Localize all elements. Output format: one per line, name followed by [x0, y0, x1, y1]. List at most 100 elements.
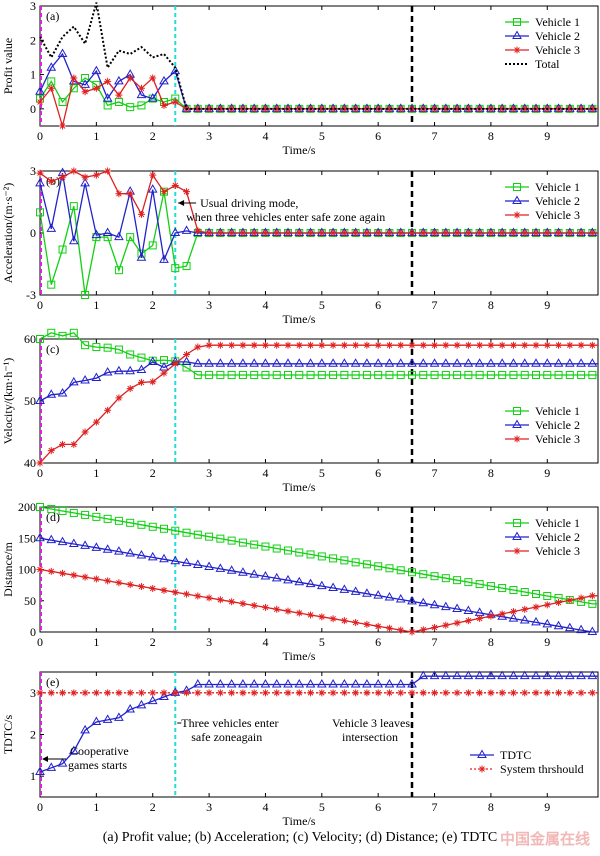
data-point	[126, 233, 135, 242]
data-point	[181, 557, 192, 567]
x-tick-label: 8	[488, 635, 494, 649]
data-point	[249, 678, 260, 688]
data-point	[486, 358, 496, 367]
data-point	[57, 48, 68, 57]
data-point	[261, 229, 269, 237]
data-point	[442, 105, 450, 113]
data-point	[69, 84, 78, 93]
data-point	[498, 689, 506, 697]
y-tick-label: 150	[18, 531, 36, 545]
data-point	[70, 689, 78, 697]
data-point	[543, 591, 552, 600]
data-point	[249, 569, 260, 578]
data-point	[104, 77, 112, 85]
data-point	[374, 370, 383, 379]
y-axis-label: Distance/m	[1, 542, 15, 597]
data-point	[69, 202, 78, 211]
data-point	[441, 370, 450, 379]
data-point	[194, 227, 202, 235]
data-point	[452, 358, 462, 367]
data-point	[498, 610, 506, 618]
data-point	[307, 341, 315, 349]
data-point	[374, 562, 383, 571]
x-tick-label: 3	[206, 635, 212, 649]
data-point	[192, 227, 203, 236]
data-point	[497, 670, 508, 680]
data-point	[442, 689, 450, 697]
legend-marker	[513, 547, 521, 555]
legend-label: Vehicle 1	[535, 180, 580, 194]
x-tick-label: 7	[432, 800, 438, 814]
data-point	[407, 678, 417, 688]
data-point	[170, 65, 181, 75]
data-point	[464, 341, 472, 349]
x-tick-label: 2	[150, 129, 156, 143]
legend-label: Vehicle 3	[535, 544, 580, 558]
data-point	[36, 169, 44, 177]
y-axis-label: Profit value	[1, 38, 15, 94]
data-point	[102, 714, 113, 723]
data-point	[194, 343, 202, 351]
data-point	[318, 341, 326, 349]
data-point	[453, 619, 461, 627]
data-point	[464, 370, 473, 379]
data-point	[91, 372, 102, 382]
series-line	[39, 344, 598, 464]
data-point	[136, 252, 147, 261]
data-point	[70, 74, 78, 82]
data-point	[183, 590, 191, 598]
data-point	[566, 596, 574, 604]
y-tick-label: 100	[18, 563, 36, 577]
data-point	[35, 532, 45, 542]
x-tick-label: 1	[93, 466, 99, 480]
data-point	[542, 358, 553, 367]
plot-frame	[39, 671, 599, 798]
data-point	[362, 358, 372, 367]
data-point	[441, 574, 450, 583]
data-point	[531, 670, 541, 680]
data-point	[419, 341, 427, 349]
annotation-text: Cooperative	[70, 744, 129, 758]
data-point	[487, 341, 495, 349]
figure-caption: (a) Profit value; (b) Acceleration; (c) …	[102, 830, 498, 845]
data-point	[182, 262, 191, 271]
data-point	[418, 670, 429, 680]
data-point	[171, 264, 180, 273]
y-tick-label: 60	[24, 332, 36, 346]
x-tick-label: 0	[37, 800, 43, 814]
data-point	[316, 678, 327, 688]
data-point	[363, 341, 371, 349]
data-point	[430, 370, 439, 379]
data-point	[239, 341, 247, 349]
data-point	[92, 84, 100, 92]
x-tick-label: 0	[37, 635, 43, 649]
data-point	[295, 370, 304, 379]
data-point	[508, 613, 519, 622]
data-point	[91, 65, 102, 75]
data-point	[453, 105, 461, 113]
data-point	[419, 370, 428, 379]
data-point	[36, 208, 44, 217]
data-point	[104, 406, 112, 414]
data-point	[521, 105, 529, 113]
data-point	[397, 105, 405, 113]
data-point	[81, 173, 89, 181]
data-point	[431, 689, 439, 697]
data-point	[408, 689, 416, 697]
data-point	[272, 544, 281, 553]
data-point	[205, 105, 213, 113]
data-point	[284, 341, 292, 349]
data-point	[555, 229, 563, 237]
data-point	[519, 615, 530, 624]
data-point	[577, 370, 586, 379]
data-point	[137, 101, 146, 110]
data-point	[81, 291, 90, 299]
data-point	[114, 365, 124, 375]
data-point	[305, 578, 316, 588]
data-point	[305, 678, 316, 688]
x-axis-label: Time/s	[283, 312, 316, 326]
data-point	[476, 229, 484, 237]
legend-label: Vehicle 1	[535, 15, 580, 29]
data-point	[114, 266, 123, 275]
